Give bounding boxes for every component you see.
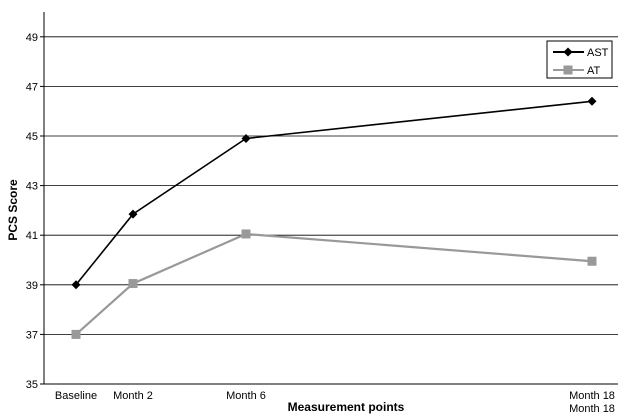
data-point-AT-1	[128, 279, 138, 289]
gridlines	[44, 36, 618, 335]
series-AST	[71, 96, 597, 290]
y-tick-label-41: 41	[26, 230, 38, 242]
y-tick-label-47: 47	[26, 81, 38, 93]
x-tick-label-3: Month 18	[569, 390, 615, 402]
y-tick-labels: 35 37 39 41 43 45 47 49	[26, 32, 38, 391]
y-tick-label-37: 37	[26, 329, 38, 341]
axes	[40, 12, 618, 385]
x-tick-label-1: Month 2	[113, 390, 153, 402]
x-tick-label-2: Month 6	[226, 390, 266, 402]
legend-label-AST: AST	[587, 47, 609, 59]
legend: AST AT	[546, 40, 613, 79]
x-tick-label-extra: Month 18	[569, 403, 615, 415]
series-AT	[71, 229, 597, 339]
data-point-AST-2	[241, 133, 251, 143]
data-point-AST-1	[128, 209, 138, 219]
y-axis-title: PCS Score	[6, 179, 20, 241]
x-tick-label-0: Baseline	[55, 390, 97, 402]
y-tick-label-43: 43	[26, 181, 38, 193]
data-point-AT-0	[71, 329, 81, 339]
legend-box	[546, 40, 613, 79]
legend-marker-AST	[563, 47, 573, 57]
series-layer	[71, 96, 597, 339]
y-tick-label-35: 35	[26, 379, 38, 391]
legend-label-AT: AT	[587, 65, 601, 77]
data-point-AST-3	[587, 96, 597, 106]
y-tick-label-39: 39	[26, 280, 38, 292]
data-point-AST-0	[71, 280, 81, 290]
y-tick-label-45: 45	[26, 131, 38, 143]
data-point-AT-2	[241, 229, 251, 239]
x-axis-title: Measurement points	[288, 400, 405, 414]
legend-marker-AT	[563, 65, 573, 75]
y-tick-label-49: 49	[26, 32, 38, 44]
series-line-AT	[75, 232, 593, 336]
data-point-AT-3	[587, 256, 597, 266]
series-line-AST	[75, 100, 593, 286]
